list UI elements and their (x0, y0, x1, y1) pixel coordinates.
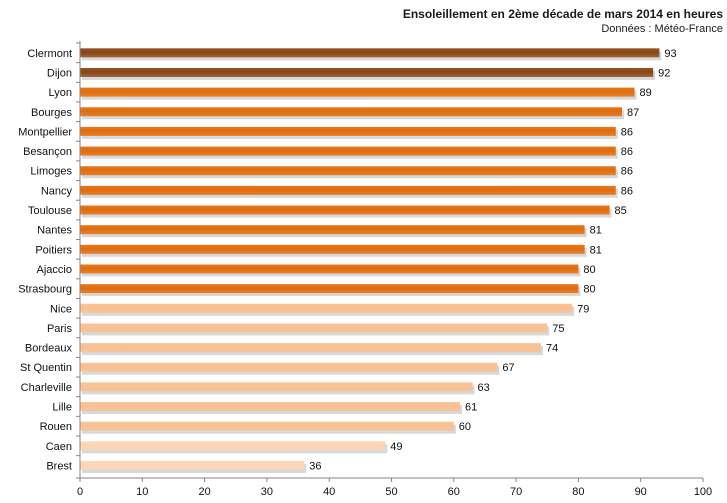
chart-subtitle: Données : Météo-France (601, 23, 723, 35)
value-label-0: 93 (664, 48, 676, 60)
category-label-10: Poitiers (35, 244, 72, 256)
bar-0 (80, 48, 660, 58)
x-tick-label-9: 90 (635, 486, 647, 498)
bar-15 (80, 343, 542, 353)
bar-17 (80, 382, 473, 392)
bar-2 (80, 87, 635, 97)
value-label-15: 74 (546, 343, 558, 355)
value-label-16: 67 (502, 362, 514, 374)
category-label-20: Caen (46, 441, 72, 453)
bar-7 (80, 185, 616, 195)
category-label-4: Montpellier (18, 126, 72, 138)
category-label-2: Lyon (49, 87, 72, 99)
value-label-18: 61 (465, 402, 477, 414)
x-tick-label-5: 50 (385, 486, 397, 498)
category-label-11: Ajaccio (37, 264, 72, 276)
x-tick-label-4: 40 (323, 486, 335, 498)
category-label-13: Nice (50, 303, 72, 315)
category-label-7: Nancy (41, 185, 73, 197)
category-label-6: Limoges (30, 166, 72, 178)
bar-19 (80, 421, 454, 431)
value-label-12: 80 (583, 284, 595, 296)
value-label-2: 89 (639, 87, 651, 99)
value-label-17: 63 (477, 382, 489, 394)
value-label-6: 86 (621, 166, 633, 178)
bar-10 (80, 244, 585, 254)
value-label-8: 85 (615, 205, 627, 217)
bar-21 (80, 460, 305, 470)
value-label-5: 86 (621, 146, 633, 158)
category-label-15: Bordeaux (25, 343, 73, 355)
category-label-19: Rouen (40, 421, 72, 433)
x-tick-label-10: 100 (694, 486, 712, 498)
value-label-20: 49 (390, 441, 402, 453)
category-label-0: Clermont (27, 48, 72, 60)
category-label-16: St Quentin (20, 362, 72, 374)
value-label-11: 80 (583, 264, 595, 276)
value-label-7: 86 (621, 185, 633, 197)
value-label-1: 92 (658, 67, 670, 79)
category-label-3: Bourges (31, 107, 72, 119)
bar-8 (80, 205, 610, 215)
category-label-14: Paris (47, 323, 73, 335)
category-label-17: Charleville (21, 382, 72, 394)
bar-9 (80, 225, 585, 235)
x-tick-label-7: 70 (510, 486, 522, 498)
category-label-18: Lille (52, 402, 72, 414)
x-tick-label-1: 10 (136, 486, 148, 498)
x-tick-label-6: 60 (448, 486, 460, 498)
value-label-14: 75 (552, 323, 564, 335)
x-tick-label-8: 80 (572, 486, 584, 498)
bar-18 (80, 402, 461, 412)
value-label-21: 36 (309, 460, 321, 472)
category-label-21: Brest (46, 460, 72, 472)
category-label-1: Dijon (47, 67, 72, 79)
bar-11 (80, 264, 579, 274)
bar-12 (80, 284, 579, 294)
x-tick-label-3: 30 (261, 486, 273, 498)
bar-5 (80, 146, 616, 156)
bar-13 (80, 303, 573, 313)
category-label-12: Strasbourg (18, 284, 72, 296)
value-label-19: 60 (459, 421, 471, 433)
x-tick-label-2: 20 (198, 486, 210, 498)
bar-20 (80, 441, 386, 451)
bar-4 (80, 126, 616, 136)
bar-3 (80, 107, 623, 117)
value-label-9: 81 (590, 225, 602, 237)
value-label-3: 87 (627, 107, 639, 119)
bar-16 (80, 362, 498, 372)
bar-6 (80, 166, 616, 176)
category-label-9: Nantes (37, 225, 72, 237)
category-label-8: Toulouse (28, 205, 72, 217)
x-tick-label-0: 0 (77, 486, 83, 498)
bar-14 (80, 323, 548, 333)
value-label-4: 86 (621, 126, 633, 138)
category-label-5: Besançon (23, 146, 72, 158)
value-label-13: 79 (577, 303, 589, 315)
chart-title: Ensoleillement en 2ème décade de mars 20… (402, 7, 723, 21)
bar-1 (80, 67, 654, 77)
value-label-10: 81 (590, 244, 602, 256)
